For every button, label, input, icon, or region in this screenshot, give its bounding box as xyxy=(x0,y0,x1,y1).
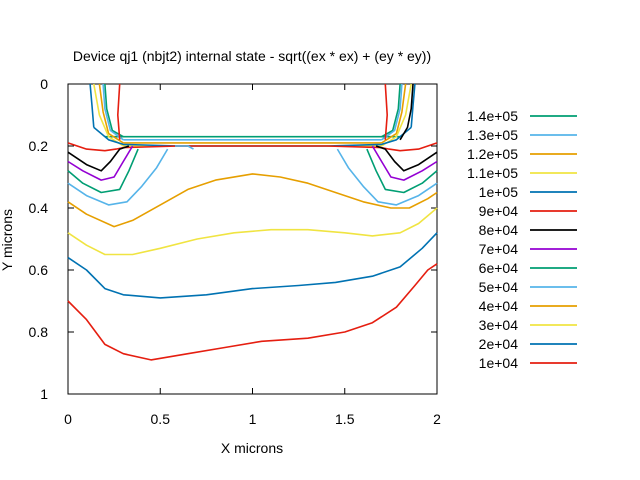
contour-line-5e+04 xyxy=(336,148,438,206)
contour-line-8e+04 xyxy=(375,145,438,172)
legend-label: 6e+04 xyxy=(479,260,519,276)
y-tick-label: 0.8 xyxy=(29,324,49,340)
legend-label: 7e+04 xyxy=(479,241,519,257)
contour-line-8e+04 xyxy=(67,145,130,172)
contour-line-3e+04 xyxy=(67,207,438,256)
legend-label: 1.3e+05 xyxy=(467,127,518,143)
contour-line-1.3e+05 xyxy=(381,83,403,141)
legend-label: 4e+04 xyxy=(479,298,519,314)
y-tick-label: 1 xyxy=(40,386,48,402)
legend-label: 1.1e+05 xyxy=(467,165,518,181)
chart-title: Device qj1 (nbjt2) internal state - sqrt… xyxy=(73,48,431,64)
x-tick-label: 0 xyxy=(64,411,72,427)
contour-line-6e+04 xyxy=(67,148,139,194)
contour-line-7e+04 xyxy=(371,145,438,181)
x-axis-ticks: 0 0.5 1 1.5 2 xyxy=(64,84,441,427)
contour-line-1e+05 xyxy=(410,83,416,128)
plot-frame xyxy=(67,83,438,395)
contour-line-5e+04 xyxy=(67,148,169,206)
y-tick-label: 0.2 xyxy=(29,138,49,154)
contour-line-1e+05 xyxy=(89,83,95,128)
x-tick-label: 2 xyxy=(433,411,441,427)
contour-line-1.2e+05 xyxy=(381,83,407,144)
contour-line-7e+04 xyxy=(67,145,134,181)
contour-line-1.4e+05 xyxy=(381,83,401,138)
x-tick-label: 1 xyxy=(249,411,257,427)
x-tick-label: 0.5 xyxy=(151,411,171,427)
contour-line-1.3e+05 xyxy=(102,83,124,141)
series-lines xyxy=(67,83,438,361)
y-axis-ticks: 0 0.2 0.4 0.6 0.8 1 xyxy=(29,76,437,402)
y-tick-label: 0.6 xyxy=(29,262,49,278)
legend-label: 1e+05 xyxy=(479,184,519,200)
plot-area: 0 0.5 1 1.5 2 0 0.2 0.4 0.6 0.8 1 xyxy=(29,76,442,427)
legend-label: 9e+04 xyxy=(479,203,519,219)
legend-label: 2e+04 xyxy=(479,336,519,352)
contour-line-5e+04 xyxy=(175,145,194,150)
legend-label: 8e+04 xyxy=(479,222,519,238)
legend: 1.4e+05 1.3e+05 1.2e+05 1.1e+05 1e+05 9e+04 8e… xyxy=(467,108,577,371)
legend-label: 5e+04 xyxy=(479,279,519,295)
contour-line-9e+04 xyxy=(67,142,438,152)
x-tick-label: 1.5 xyxy=(335,411,355,427)
legend-label: 3e+04 xyxy=(479,317,519,333)
contour-line-9e+04 xyxy=(117,83,121,140)
contour-line-8e+04 xyxy=(399,83,414,141)
contour-line-9e+04 xyxy=(384,83,389,140)
x-axis-label: X microns xyxy=(221,440,283,456)
y-axis-label: Y microns xyxy=(0,209,15,271)
contour-line-6e+04 xyxy=(366,148,438,194)
contour-line-4e+04 xyxy=(67,173,438,228)
legend-label: 1e+04 xyxy=(479,355,519,371)
contour-line-2e+04 xyxy=(67,232,438,299)
y-tick-label: 0 xyxy=(40,76,48,92)
contour-line-1.4e+05 xyxy=(104,83,124,138)
y-tick-label: 0.4 xyxy=(29,200,49,216)
legend-label: 1.4e+05 xyxy=(467,108,518,124)
legend-label: 1.2e+05 xyxy=(467,146,518,162)
contour-line-1e+04 xyxy=(67,263,438,361)
contour-line-1.2e+05 xyxy=(98,83,124,144)
